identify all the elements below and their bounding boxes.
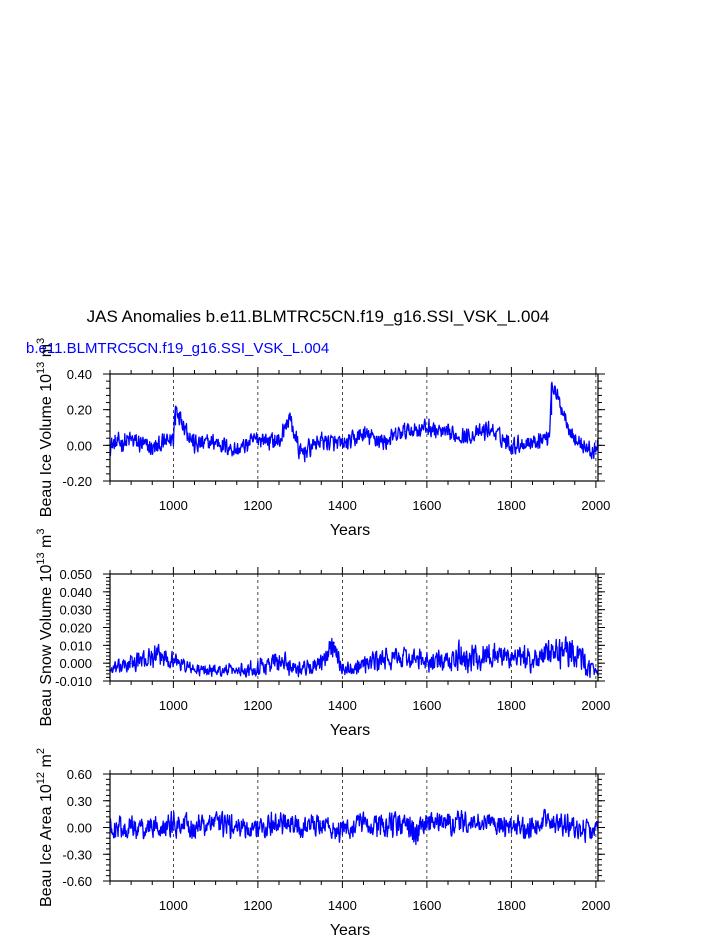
x-tick-label: 1600 <box>412 698 441 713</box>
x-tick-label: 1600 <box>412 898 441 913</box>
x-axis-label: Years <box>330 522 370 539</box>
y-tick-label: 0.040 <box>59 585 92 600</box>
x-tick-label: 2000 <box>581 898 610 913</box>
y-tick-label: -0.20 <box>62 474 92 489</box>
x-tick-label: 2000 <box>581 698 610 713</box>
y-tick-label: 0.000 <box>59 656 92 671</box>
x-tick-label: 1000 <box>159 498 188 513</box>
y-tick-label: 0.050 <box>59 567 92 582</box>
x-tick-label: 2000 <box>581 498 610 513</box>
y-tick-label: 0.020 <box>59 621 92 636</box>
plot-frame-1 <box>109 373 599 482</box>
x-tick-label: 1000 <box>159 898 188 913</box>
y-tick-label: 0.00 <box>67 438 92 453</box>
series-line-1 <box>109 381 599 463</box>
y-tick-label: 0.20 <box>67 403 92 418</box>
x-tick-label: 1200 <box>243 898 272 913</box>
panels: 1000 1200 1400 1600 1800 2000 -0.20 0.00 0.20 0.4… <box>35 338 610 935</box>
x-axis-label: Years <box>330 922 370 935</box>
x-tick-label: 1200 <box>243 698 272 713</box>
y-tick-label: 0.60 <box>67 767 92 782</box>
x-axis-label: Years <box>330 722 370 739</box>
x-tick-label: 1400 <box>328 698 357 713</box>
series-line-3 <box>109 808 599 846</box>
y-axis-label: Beau Snow Volume 1013 m3 <box>35 528 55 726</box>
y-tick-label: 0.00 <box>67 821 92 836</box>
series-line-2 <box>109 636 599 679</box>
y-axis-label: Beau Ice Area 1012 m2 <box>35 748 55 907</box>
x-tick-label: 1400 <box>328 498 357 513</box>
x-tick-label: 1200 <box>243 498 272 513</box>
y-tick-label: 0.40 <box>67 367 92 382</box>
legend-label: b.e11.BLMTRC5CN.f19_g16.SSI_VSK_L.004 <box>26 340 329 357</box>
y-tick-label: -0.30 <box>62 847 92 862</box>
y-tick-label: 0.030 <box>59 603 92 618</box>
y-tick-label: -0.60 <box>62 874 92 889</box>
y-tick-label: -0.010 <box>55 674 92 689</box>
figure-title: JAS Anomalies b.e11.BLMTRC5CN.f19_g16.SS… <box>87 307 550 326</box>
panel-3: 1000 1200 1400 1600 1800 2000 -0.60 -0.30 0.00 0.… <box>35 748 610 935</box>
x-tick-label: 1400 <box>328 898 357 913</box>
x-tick-label: 1800 <box>497 698 526 713</box>
x-tick-label: 1800 <box>497 898 526 913</box>
y-tick-label: 0.30 <box>67 794 92 809</box>
y-axis-label: Beau Ice Volume 1013 m3 <box>35 338 55 517</box>
x-tick-label: 1800 <box>497 498 526 513</box>
panel-1: 1000 1200 1400 1600 1800 2000 -0.20 0.00 0.20 0.4… <box>35 338 610 539</box>
x-tick-label: 1000 <box>159 698 188 713</box>
y-tick-label: 0.010 <box>59 638 92 653</box>
x-tick-label: 1600 <box>412 498 441 513</box>
panel-2: 1000 1200 1400 1600 1800 2000 -0.010 0.000 0.010… <box>35 528 610 739</box>
